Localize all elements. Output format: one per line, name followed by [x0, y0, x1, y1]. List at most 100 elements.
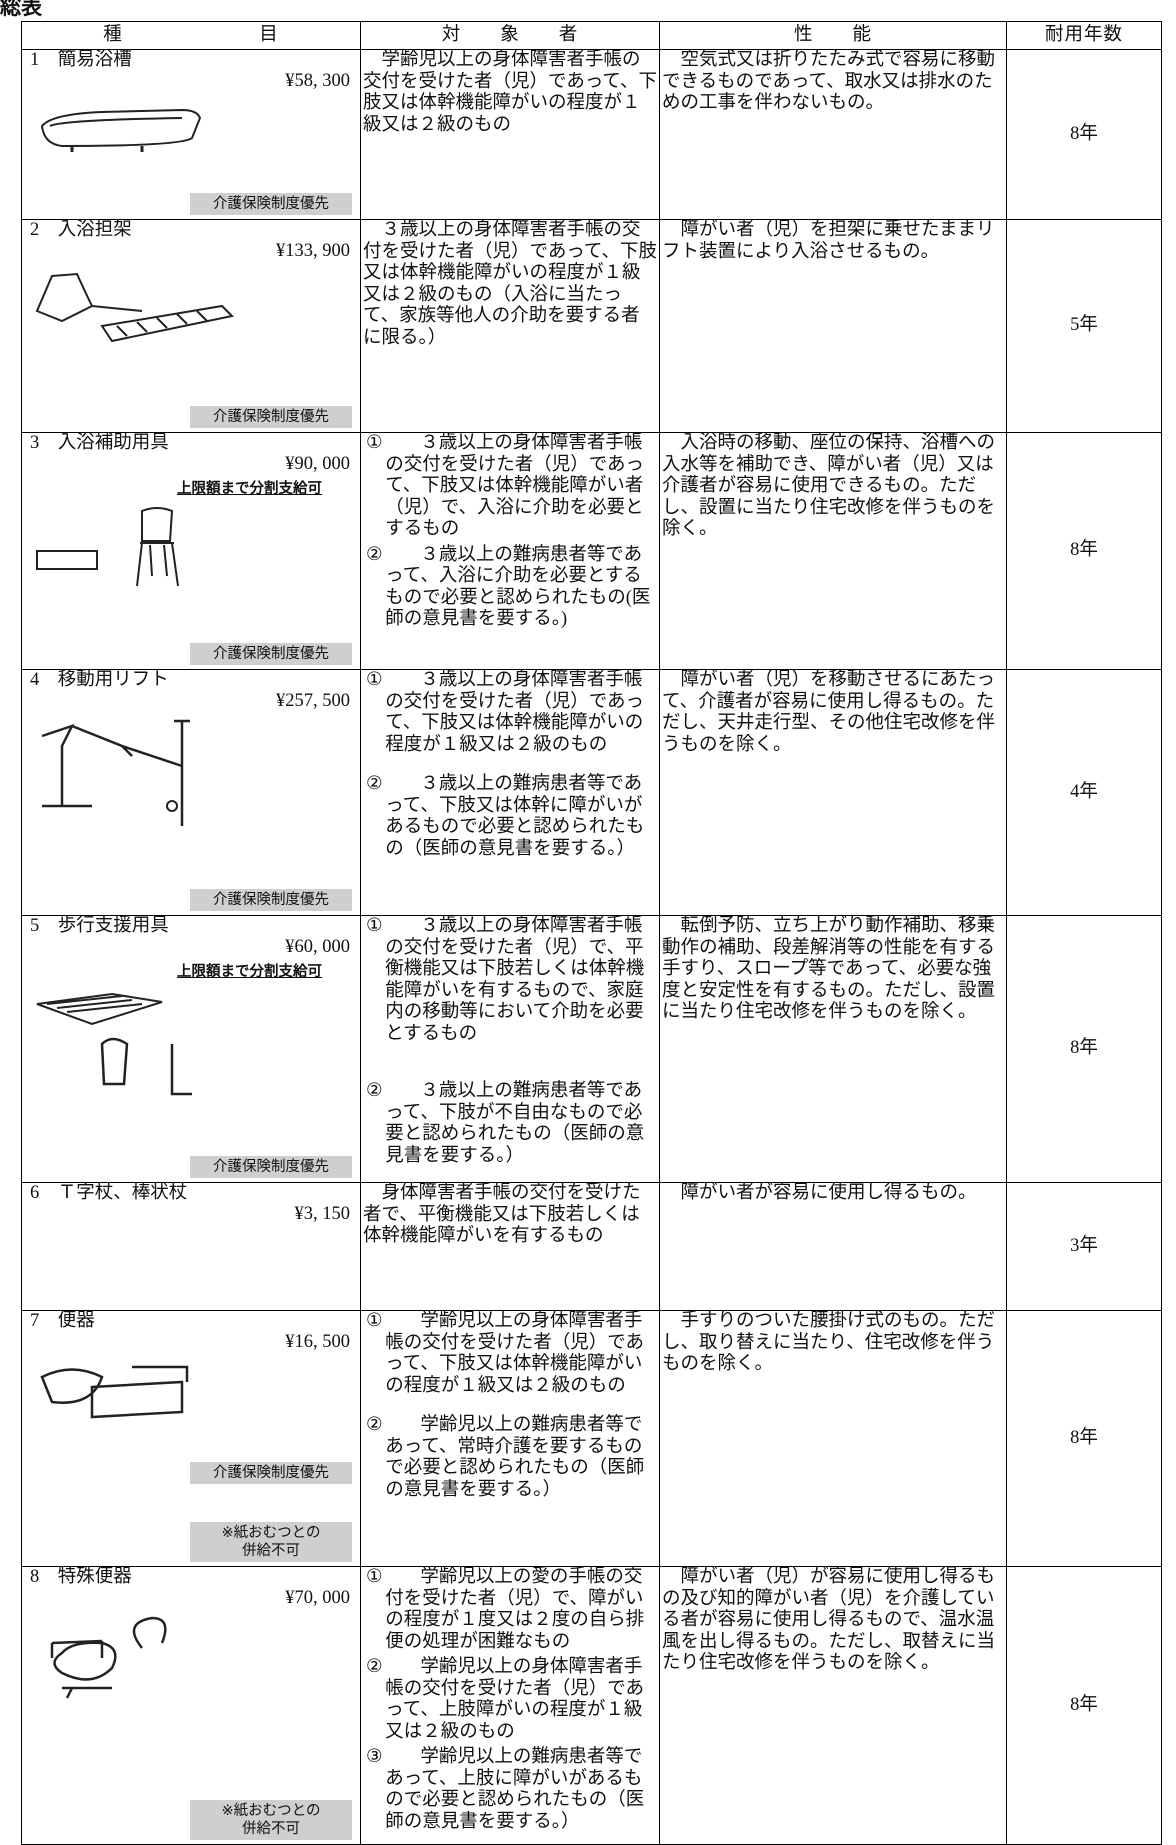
target-item: ② 学齢児以上の難病患者等であって、常時介護を要するもので必要と認められたもの（医… — [363, 1415, 657, 1501]
item-marker: ① — [366, 916, 383, 936]
illustration — [50, 1616, 167, 1699]
item-name: 6 Ｔ字杖、棒状杖 — [30, 1183, 187, 1205]
target-text: ３歳以上の身体障害者手帳の交付を受けた者（児）であって、下肢又は体幹機能障がいの… — [363, 220, 657, 348]
table-body: 1 簡易浴槽 ¥58, 300 介護保険制度優先 学齢児以上の身体障害者手帳の交付を受… — [21, 49, 1162, 1845]
badge: ※紙おむつとの 併給不可 — [190, 1800, 352, 1840]
illustration — [40, 108, 202, 152]
badge-group: 介護保険制度優先 ※紙おむつとの 併給不可 — [190, 1462, 352, 1562]
badge-line: 介護保険制度優先 — [213, 196, 329, 212]
target-text: 学齢児以上の難病患者等であって、上肢に障がいがあるもので必要と認められたもの（医… — [385, 1747, 645, 1832]
item-marker: ① — [366, 433, 383, 453]
item-title: Ｔ字杖、棒状杖 — [57, 1183, 188, 1203]
badge-line: 併給不可 — [242, 1543, 300, 1559]
item-price: ¥90, 000 — [285, 454, 350, 474]
target-cell: ① ３歳以上の身体障害者手帳の交付を受けた者（児）であって、下肢又は体幹機能障がい… — [360, 669, 660, 916]
split-note: 上限額まで分割支給可 — [177, 481, 322, 497]
target-cell: ３歳以上の身体障害者手帳の交付を受けた者（児）であって、下肢又は体幹機能障がいの… — [360, 219, 660, 433]
column-header: 種 目 — [21, 21, 361, 50]
item-title: 入浴補助用具 — [57, 433, 169, 453]
badge: 介護保険制度優先 — [190, 406, 352, 428]
badge-line: 併給不可 — [242, 1821, 300, 1837]
badge-line: 介護保険制度優先 — [213, 646, 329, 662]
target-text: ３歳以上の身体障害者手帳の交付を受けた者（児）であって、下肢又は体幹機能障がいの… — [385, 670, 645, 755]
target-text: 学齢児以上の身体障害者手帳の交付を受けた者（児）であって、下肢又は体幹機能障がい… — [385, 1311, 645, 1396]
target-item: ② 学齢児以上の身体障害者手帳の交付を受けた者（児）であって、上肢障がいの程度が１… — [363, 1657, 657, 1743]
item-name: 3 入浴補助用具 — [30, 433, 169, 455]
target-text: 学齢児以上の難病患者等であって、常時介護を要するもので必要と認められたもの（医師… — [385, 1415, 645, 1500]
target-text: ３歳以上の難病患者等であって、下肢が不自由なもので必要と認められたもの（医師の意… — [385, 1081, 645, 1166]
item-marker: ② — [366, 1657, 383, 1677]
years-cell: 8年 — [1006, 1566, 1162, 1845]
table-row: 2 入浴担架 ¥133, 900 介護保険制度優先 ３歳以上の身体障害者手帳の交付を受… — [21, 219, 1162, 433]
target-text: 学齢児以上の身体障害者手帳の交付を受けた者（児）であって、下肢又は体幹機能障がい… — [363, 50, 657, 135]
item-number: 2 — [30, 220, 40, 240]
page-title: 総表 — [0, 0, 42, 19]
item-title: 簡易浴槽 — [57, 50, 132, 70]
target-text: ３歳以上の難病患者等であって、下肢又は体幹に障がいがあるもので必要と認められたも… — [385, 774, 645, 859]
item-price: ¥16, 500 — [285, 1332, 350, 1352]
item-name: 4 移動用リフト — [30, 670, 169, 692]
item-number: 5 — [30, 916, 40, 936]
item-name: 5 歩行支援用具 — [30, 916, 169, 938]
badge-line: 介護保険制度優先 — [213, 409, 329, 425]
years-cell: 8年 — [1006, 1310, 1162, 1567]
years-cell: 8年 — [1006, 49, 1162, 220]
item-title: 特殊便器 — [57, 1567, 132, 1587]
target-item: ② ３歳以上の難病患者等であって、下肢又は体幹に障がいがあるもので必要と認められた… — [363, 774, 657, 860]
item-price: ¥70, 000 — [285, 1588, 350, 1608]
target-item: ① ３歳以上の身体障害者手帳の交付を受けた者（児）で、平衡機能又は下肢若しくは体幹… — [363, 916, 657, 1045]
target-cell: ① ３歳以上の身体障害者手帳の交付を受けた者（児）で、平衡機能又は下肢若しくは体幹… — [360, 915, 660, 1183]
item-name: 8 特殊便器 — [30, 1567, 132, 1589]
header-row: 種 目対 象 者性 能耐用年数 — [21, 21, 1162, 50]
target-item: ① 学齢児以上の身体障害者手帳の交付を受けた者（児）であって、下肢又は体幹機能障が… — [363, 1311, 657, 1397]
item-marker: ① — [366, 1567, 383, 1587]
item-price: ¥257, 500 — [276, 691, 350, 711]
badge-group: 介護保険制度優先 — [190, 193, 352, 215]
target-text: 学齢児以上の身体障害者手帳の交付を受けた者（児）であって、上肢障がいの程度が１級… — [385, 1657, 645, 1742]
item-cell: 4 移動用リフト ¥257, 500 介護保険制度優先 — [21, 669, 361, 916]
years-cell: 5年 — [1006, 219, 1162, 433]
item-price: ¥3, 150 — [294, 1204, 351, 1224]
badge-group: 介護保険制度優先 — [190, 406, 352, 428]
years-cell: 8年 — [1006, 432, 1162, 670]
badge: ※紙おむつとの 併給不可 — [190, 1522, 352, 1562]
column-header: 性 能 — [659, 21, 1007, 50]
item-number: 8 — [30, 1567, 40, 1587]
item-marker: ① — [366, 670, 383, 690]
target-item: ① 学齢児以上の愛の手帳の交付を受けた者（児）で、障がいの程度が１度又は２度の自ら… — [363, 1567, 657, 1653]
badge-line: 介護保険制度優先 — [213, 892, 329, 908]
item-cell: 2 入浴担架 ¥133, 900 介護保険制度優先 — [21, 219, 361, 433]
table-row: 5 歩行支援用具 ¥60, 000 上限額まで分割支給可 介護保険制度優先 ① ３歳以上の… — [21, 915, 1162, 1183]
table-row: 6 Ｔ字杖、棒状杖 ¥3, 150 身体障害者手帳の交付を受けた者で、平衡機能又は下… — [21, 1182, 1162, 1311]
item-number: 7 — [30, 1311, 40, 1331]
badge: 介護保険制度優先 — [190, 889, 352, 911]
item-number: 1 — [30, 50, 40, 70]
target-cell: ① ３歳以上の身体障害者手帳の交付を受けた者（児）であって、下肢又は体幹機能障がい… — [360, 432, 660, 670]
item-name: 2 入浴担架 — [30, 220, 132, 242]
target-text: ３歳以上の難病患者等であって、入浴に介助を必要とするもので必要と認められたもの(… — [385, 544, 651, 630]
table-row: 3 入浴補助用具 ¥90, 000 上限額まで分割支給可 介護保険制度優先 ① ３歳以上の… — [21, 432, 1162, 670]
item-marker: ② — [366, 774, 383, 794]
table-row: 8 特殊便器 ¥70, 000 ※紙おむつとの 併給不可 ① 学齢児以上の愛の手帳の交付を… — [21, 1566, 1162, 1845]
performance-cell: 空気式又は折りたたみ式で容易に移動できるものであって、取水又は排水のための工事を… — [659, 49, 1007, 220]
illustration — [35, 272, 235, 343]
item-cell: 6 Ｔ字杖、棒状杖 ¥3, 150 — [21, 1182, 361, 1311]
item-cell: 3 入浴補助用具 ¥90, 000 上限額まで分割支給可介護保険制度優先 — [21, 432, 361, 670]
item-marker: ① — [366, 1311, 383, 1331]
item-title: 移動用リフト — [57, 670, 169, 690]
badge-line: ※紙おむつとの — [221, 1803, 321, 1819]
item-name: 7 便器 — [30, 1311, 95, 1333]
badge-group: 介護保険制度優先 — [190, 889, 352, 911]
performance-cell: 入浴時の移動、座位の保持、浴槽への入水等を補助でき、障がい者（児）又は介護者が容… — [659, 432, 1007, 670]
item-title: 歩行支援用具 — [57, 916, 169, 936]
column-header: 対 象 者 — [360, 21, 660, 50]
item-marker: ③ — [366, 1747, 383, 1767]
item-number: 3 — [30, 433, 40, 453]
target-text: ３歳以上の身体障害者手帳の交付を受けた者（児）であって、下肢又は体幹機能障がい者… — [385, 433, 645, 539]
badge: 介護保険制度優先 — [190, 1462, 352, 1484]
equipment-table: 種 目対 象 者性 能耐用年数 1 簡易浴槽 ¥58, 300 介護保険制度優先 学齢… — [21, 21, 1162, 1845]
illustration — [36, 992, 192, 1096]
item-name: 1 簡易浴槽 — [30, 50, 132, 72]
illustration — [40, 1365, 189, 1419]
